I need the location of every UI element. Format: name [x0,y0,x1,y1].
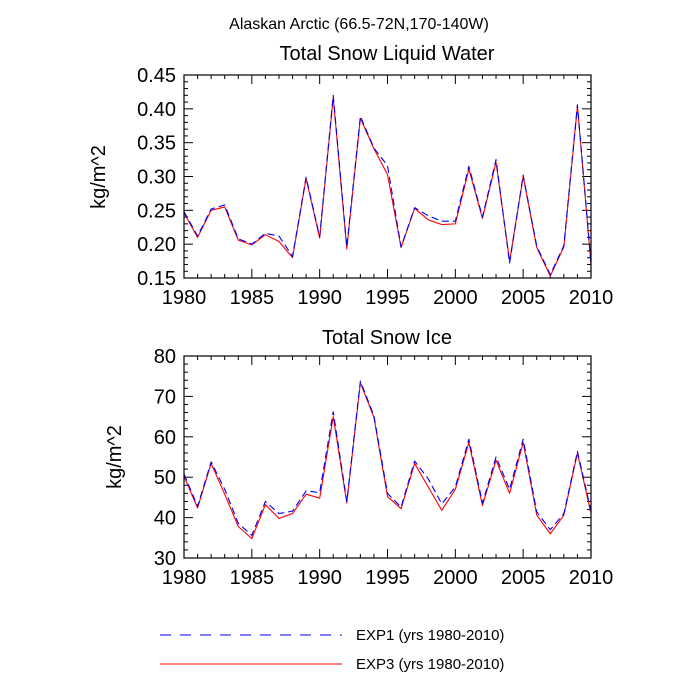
x-tick-label: 1985 [230,567,275,589]
x-tick-label: 1980 [162,567,207,589]
panel-snow-ice: Total Snow Ice kg/m^2 1980 1985 1990 1995 20… [104,327,613,589]
x-tick-label: 2010 [569,567,614,589]
series-line-exp1 [183,380,592,536]
y-tick-label: 0.35 [137,133,176,155]
y-tick-label: 0.25 [137,200,176,222]
y-axis-label: kg/m^2 [104,425,126,489]
y-tick-label: 40 [154,508,176,530]
y-tick-label: 80 [154,346,176,368]
series-line-exp3 [183,382,592,540]
y-tick-label: 50 [154,467,176,489]
x-tick-label: 1995 [365,287,410,309]
panel-title: Total Snow Ice [322,327,452,349]
x-tick-label: 1980 [162,287,207,309]
x-tick-label: 1985 [230,287,275,309]
y-tick-label: 0.40 [137,99,176,121]
legend-label-exp3: EXP3 (yrs 1980-2010) [356,656,504,673]
x-tick-label: 1990 [297,287,342,309]
x-tick-label: 2005 [501,567,546,589]
x-tick-label: 2010 [569,287,614,309]
legend: EXP1 (yrs 1980-2010) EXP3 (yrs 1980-2010… [160,627,504,673]
x-tick-label: 1990 [297,567,342,589]
panel-snow-liquid-water: Total Snow Liquid Water kg/m^2 1980 1985 1… [88,43,613,309]
y-tick-label: 30 [154,548,176,570]
y-axis-label: kg/m^2 [88,145,110,209]
series-line-exp3 [183,96,592,277]
y-tick-label: 0.30 [137,167,176,189]
y-tick-label: 0.15 [137,268,176,290]
y-tick-label: 60 [154,427,176,449]
y-tick-label: 70 [154,386,176,408]
y-tick-label: 0.45 [137,65,176,87]
plot-frame [183,74,592,279]
figure-suptitle: Alaskan Arctic (66.5-72N,170-140W) [229,16,489,33]
x-tick-label: 2000 [433,287,478,309]
series-line-exp1 [183,94,592,276]
plot-frame [183,355,592,559]
legend-label-exp1: EXP1 (yrs 1980-2010) [356,627,504,644]
y-tick-label: 0.20 [137,234,176,256]
x-tick-label: 1995 [365,567,410,589]
panel-title: Total Snow Liquid Water [280,43,495,65]
x-tick-label: 2005 [501,287,546,309]
x-tick-label: 2000 [433,567,478,589]
